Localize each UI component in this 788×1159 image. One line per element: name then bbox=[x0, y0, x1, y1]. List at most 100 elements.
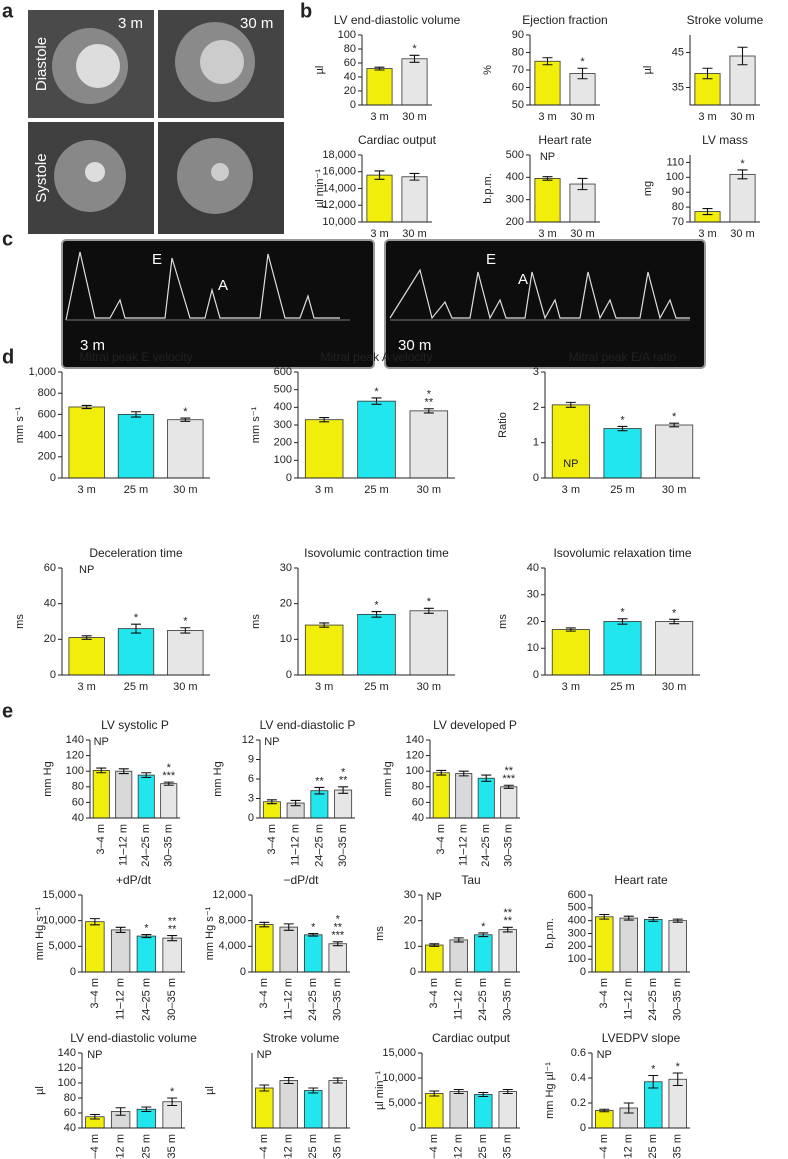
y-tick-label: 80 bbox=[412, 781, 424, 793]
error-bar bbox=[283, 923, 294, 931]
y-tick-label: 40 bbox=[44, 598, 56, 610]
error-bar bbox=[737, 169, 748, 180]
significance: * bbox=[427, 389, 432, 401]
bar-chart: +dP/dt mm Hg s⁻¹ 0 5,000 10,000 15,000 3–4 m 11… bbox=[34, 873, 185, 1021]
bar-chart: Ejection fraction% 50 60 70 80 90 3 m 30 m * bbox=[482, 13, 608, 123]
y-tick-label: 16,000 bbox=[322, 166, 356, 178]
y-tick-label: 5,000 bbox=[48, 940, 76, 952]
panel-label: c bbox=[2, 228, 13, 250]
y-tick-label: 3 bbox=[533, 366, 539, 378]
y-tick-label: 70 bbox=[672, 216, 684, 228]
x-tick-label: 30–35 m bbox=[163, 824, 175, 867]
error-bar bbox=[308, 1087, 319, 1094]
x-tick-label: 25 m bbox=[364, 484, 388, 496]
error-bar bbox=[669, 422, 680, 428]
error-bar bbox=[702, 208, 713, 216]
y-tick-label: 600 bbox=[38, 408, 56, 420]
x-tick-label: 24–25 m bbox=[307, 1134, 319, 1159]
y-tick-label: 40 bbox=[527, 562, 539, 574]
bar-chart: LV systolic P mm Hg 40 60 80 100 120 140 3–4 m 11… bbox=[42, 718, 180, 867]
error-bar bbox=[617, 425, 628, 432]
significance: * bbox=[580, 56, 585, 68]
y-tick-label: 500 bbox=[274, 384, 292, 396]
x-tick-label: 24–25 m bbox=[313, 824, 325, 867]
error-bar bbox=[332, 1077, 343, 1084]
chart-title: −dP/dt bbox=[283, 873, 319, 887]
axes bbox=[361, 155, 432, 223]
significance: * bbox=[620, 414, 625, 426]
x-tick-label: 30 m bbox=[417, 484, 441, 496]
x-tick-label: 30 m bbox=[173, 484, 197, 496]
bar bbox=[68, 406, 105, 479]
bar bbox=[304, 1090, 323, 1129]
bar bbox=[167, 419, 204, 479]
bar bbox=[729, 173, 756, 223]
bar-chart: Stroke volume µl 3–4 m 11–12 m 24–25 m 30–35 … bbox=[204, 1031, 350, 1159]
axes bbox=[689, 155, 760, 223]
y-tick-label: 0 bbox=[580, 966, 586, 978]
bar bbox=[255, 1087, 274, 1129]
y-tick-label: 120 bbox=[66, 750, 84, 762]
note: NP bbox=[87, 1049, 102, 1061]
y-axis-label: ms bbox=[14, 614, 26, 629]
error-bar bbox=[308, 932, 319, 937]
significance: ** bbox=[503, 907, 512, 919]
significance: *** bbox=[502, 773, 516, 785]
error-bar bbox=[319, 417, 330, 423]
y-tick-label: 0 bbox=[533, 669, 539, 681]
y-tick-label: 30 bbox=[527, 589, 539, 601]
error-bar bbox=[81, 404, 92, 410]
x-tick-label: 30–35 m bbox=[502, 978, 514, 1021]
ventricle bbox=[85, 162, 105, 182]
bar bbox=[432, 772, 450, 819]
error-bar bbox=[453, 1088, 464, 1095]
y-tick-label: 50 bbox=[512, 99, 524, 111]
error-bar bbox=[96, 767, 107, 774]
y-axis-label: µl min⁻¹ bbox=[314, 169, 326, 208]
mri-row-label: Systole bbox=[33, 153, 50, 202]
y-tick-label: 40 bbox=[72, 812, 84, 824]
chart-title: Cardiac output bbox=[432, 1031, 511, 1045]
bar-chart: Cardiac output µl min⁻¹ 0 5,000 10,000 15,000… bbox=[374, 1031, 520, 1159]
doppler-trace bbox=[65, 251, 340, 321]
bar bbox=[603, 428, 642, 479]
y-tick-label: 2 bbox=[533, 401, 539, 413]
y-axis-label: µl bbox=[314, 66, 326, 75]
x-tick-label: 30 m bbox=[402, 228, 426, 240]
y-tick-label: 500 bbox=[506, 149, 524, 161]
y-tick-label: 0 bbox=[50, 472, 56, 484]
y-tick-label: 20 bbox=[344, 85, 356, 97]
bar bbox=[409, 610, 449, 676]
y-tick-label: 120 bbox=[406, 750, 424, 762]
significance: * bbox=[651, 1063, 656, 1075]
y-axis-label: ms bbox=[374, 926, 386, 941]
y-tick-label: 10,000 bbox=[42, 915, 76, 927]
bar-chart: Isovolumic contraction time ms 0 10 20 30 3 m 2… bbox=[250, 546, 455, 693]
chart-title: Deceleration time bbox=[89, 546, 183, 560]
significance: * bbox=[672, 607, 677, 619]
panel-label: b bbox=[300, 0, 312, 22]
chart-title: LVEDPV slope bbox=[602, 1031, 681, 1045]
bar-chart: Cardiac output µl min⁻¹ 10,000 12,000 14,000… bbox=[314, 133, 437, 240]
x-tick-label: 25 m bbox=[610, 484, 634, 496]
x-tick-label: 3 m bbox=[315, 484, 333, 496]
y-axis-label: mm Hg s⁻¹ bbox=[204, 906, 216, 960]
chart-title: Isovolumic contraction time bbox=[304, 546, 449, 560]
y-tick-label: 300 bbox=[274, 419, 292, 431]
significance: * bbox=[144, 922, 149, 934]
bar bbox=[136, 1108, 157, 1129]
axes bbox=[591, 895, 690, 973]
y-tick-label: 60 bbox=[344, 57, 356, 69]
error-bar bbox=[338, 786, 349, 794]
y-tick-label: 10 bbox=[404, 940, 416, 952]
y-tick-label: 80 bbox=[672, 201, 684, 213]
y-tick-label: 80 bbox=[64, 1092, 76, 1104]
error-bar bbox=[502, 926, 513, 933]
y-tick-label: 300 bbox=[568, 927, 586, 939]
y-tick-label: 9 bbox=[248, 753, 254, 765]
x-tick-label: 30 m bbox=[173, 681, 197, 693]
y-tick-label: 200 bbox=[506, 216, 524, 228]
error-bar bbox=[131, 623, 141, 634]
y-tick-label: 20 bbox=[280, 598, 292, 610]
bar-chart: Mitral peak E velocity mm s⁻¹ 0 200 400 600 80… bbox=[14, 350, 210, 496]
